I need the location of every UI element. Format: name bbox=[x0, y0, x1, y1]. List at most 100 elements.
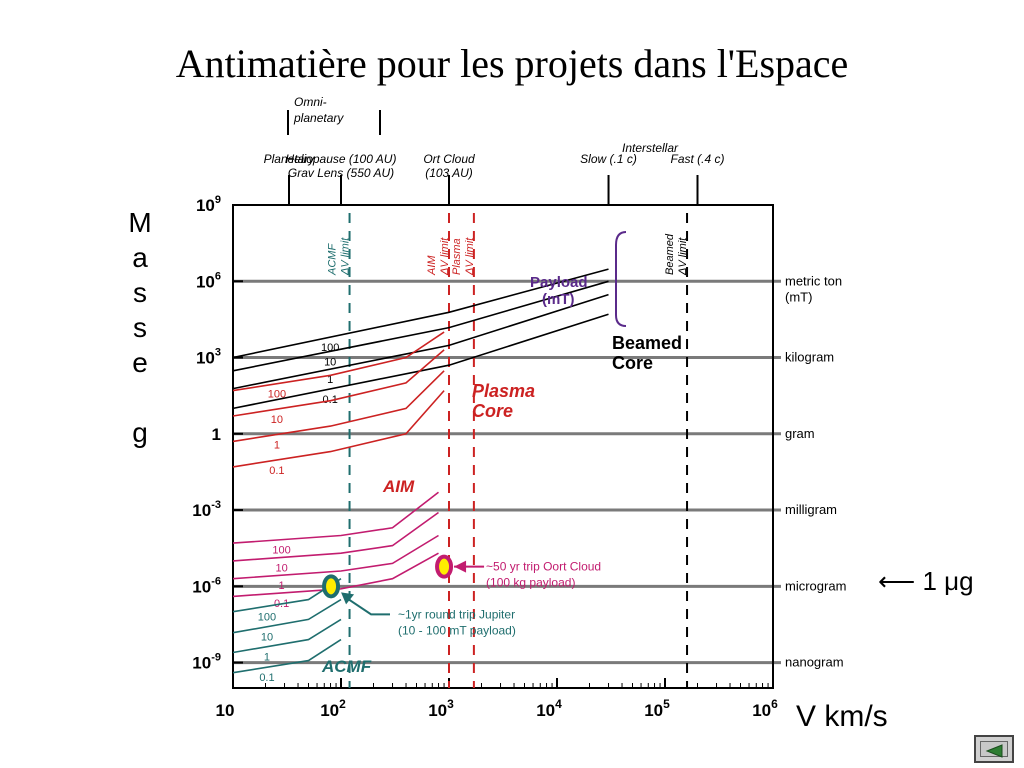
microgram-annotation: ⟵ 1 μg bbox=[878, 566, 974, 596]
mission-marker-label: Grav Lens (550 AU) bbox=[288, 166, 394, 180]
region-label: (mT) bbox=[542, 291, 575, 308]
y-tick-label: 106 bbox=[196, 270, 221, 291]
x-tick-label: 105 bbox=[644, 697, 670, 720]
series-curve bbox=[232, 268, 609, 359]
x-tick-label: 106 bbox=[752, 697, 778, 720]
curve-label: 100 bbox=[258, 611, 276, 623]
series-curve bbox=[232, 598, 342, 634]
y-axis-label-char: e bbox=[132, 347, 148, 378]
dv-limit-label-line: Plasma bbox=[451, 238, 463, 275]
mass-unit-label: kilogram bbox=[785, 350, 834, 365]
y-tick-label: 10-3 bbox=[192, 499, 221, 520]
region-label: Core bbox=[472, 401, 513, 421]
dv-limit-label-line: Beamed bbox=[664, 233, 676, 275]
region-label: Beamed bbox=[612, 333, 682, 353]
y-axis-label-char: M bbox=[128, 207, 152, 238]
y-axis-label-char bbox=[120, 380, 160, 415]
y-axis-label-char: s bbox=[133, 312, 147, 343]
mission-marker-label: Heliopause (100 AU) bbox=[286, 152, 397, 166]
series-curve bbox=[232, 491, 439, 544]
y-tick-label: 103 bbox=[196, 347, 221, 368]
dv-limit-label-line: ΔV limit bbox=[340, 237, 352, 276]
curve-label: 0.1 bbox=[259, 672, 274, 684]
back-arrow-icon bbox=[985, 744, 1003, 758]
annotation-leader bbox=[343, 595, 390, 616]
mass-unit-label: microgram bbox=[785, 578, 846, 593]
dv-limit-label-line: ACMF bbox=[327, 243, 339, 276]
region-label: AIM bbox=[382, 477, 415, 496]
dv-limit-label-line: ΔV limit bbox=[677, 237, 689, 276]
dv-limit-label: ACMF ΔV limit bbox=[327, 237, 352, 276]
y-tick-label: 109 bbox=[196, 194, 221, 215]
annotation-text: ~50 yr trip Oort Cloud bbox=[486, 560, 601, 574]
curve-label: 1 bbox=[279, 580, 285, 592]
curve-label: 10 bbox=[275, 562, 287, 574]
dv-limit-label: Plasma ΔV limit bbox=[451, 237, 476, 276]
mass-unit-label: metric ton bbox=[785, 273, 842, 288]
curve-label: 1 bbox=[264, 652, 270, 664]
curve-label: 1 bbox=[274, 440, 280, 452]
x-tick-label: 103 bbox=[428, 697, 454, 720]
mission-marker-label: Fast (.4 c) bbox=[671, 152, 725, 166]
y-axis-label-char: g bbox=[132, 417, 148, 448]
series-curve bbox=[232, 370, 445, 443]
annotation-marker bbox=[435, 554, 454, 579]
mass-unit-label: gram bbox=[785, 426, 815, 441]
dv-limit-label: AIM ΔV limit bbox=[426, 237, 451, 276]
mission-marker-label: (103 AU) bbox=[425, 166, 473, 180]
series-curve bbox=[232, 511, 439, 562]
x-tick-label: 10 bbox=[216, 701, 235, 720]
dv-limit-label-line: ΔV limit bbox=[439, 237, 451, 276]
curve-label: 1 bbox=[327, 374, 333, 386]
y-tick-label: 10-6 bbox=[192, 575, 221, 596]
curve-label: 100 bbox=[272, 545, 290, 557]
omni-label: planetary bbox=[293, 111, 344, 125]
region-label: Payload bbox=[530, 274, 588, 291]
annotation-marker bbox=[322, 574, 341, 599]
y-tick-label: 10-9 bbox=[192, 652, 221, 673]
annotation-arrow bbox=[341, 592, 355, 605]
mass-unit-label: (mT) bbox=[785, 289, 812, 304]
region-label: Core bbox=[612, 353, 653, 373]
mission-marker-label: Planetary bbox=[264, 152, 316, 166]
y-axis-label-char: s bbox=[133, 277, 147, 308]
curve-label: 10 bbox=[271, 414, 283, 426]
series-curve bbox=[232, 390, 445, 468]
omni-label: Omni- bbox=[294, 95, 327, 109]
dv-limit-label-line: AIM bbox=[426, 255, 438, 276]
plot-frame bbox=[232, 204, 774, 689]
interstellar-label: Interstellar bbox=[622, 141, 679, 155]
curve-label: 10 bbox=[261, 632, 273, 644]
series-curve bbox=[232, 293, 609, 390]
annotation-text: (100 kg payload) bbox=[486, 576, 575, 590]
x-tick-label: 104 bbox=[536, 697, 562, 720]
dv-limit-label-line: ΔV limit bbox=[464, 237, 476, 276]
region-label: ACMF bbox=[321, 657, 372, 676]
mission-marker-label: Ort Cloud bbox=[423, 152, 475, 166]
annotation-text: ~1yr round trip Jupiter bbox=[398, 607, 515, 621]
mass-unit-label: nanogram bbox=[785, 655, 844, 670]
payload-bracket bbox=[615, 231, 627, 327]
mass-unit-label: milligram bbox=[785, 502, 837, 517]
curve-label: 0.1 bbox=[323, 394, 338, 406]
series-curve bbox=[232, 552, 439, 598]
x-axis-label: V km/s bbox=[796, 700, 888, 733]
series-curve bbox=[232, 638, 342, 674]
curve-label: 10 bbox=[324, 356, 336, 368]
curve-label: 100 bbox=[268, 389, 286, 401]
dv-limit-label: Beamed ΔV limit bbox=[664, 233, 689, 276]
back-button[interactable] bbox=[974, 735, 1014, 763]
series-curve bbox=[232, 331, 445, 392]
y-tick-label: 1 bbox=[212, 425, 221, 444]
annotation-arrow bbox=[454, 560, 467, 573]
series-curve bbox=[232, 618, 342, 654]
annotation-text: (10 - 100 mT payload) bbox=[398, 623, 516, 637]
series-curve bbox=[232, 313, 609, 410]
series-curve bbox=[232, 534, 439, 580]
slide-title: Antimatière pour les projets dans l'Espa… bbox=[175, 41, 849, 86]
mission-marker-label: Slow (.1 c) bbox=[580, 152, 637, 166]
series-curve bbox=[232, 280, 609, 372]
x-tick-label: 102 bbox=[320, 697, 346, 720]
